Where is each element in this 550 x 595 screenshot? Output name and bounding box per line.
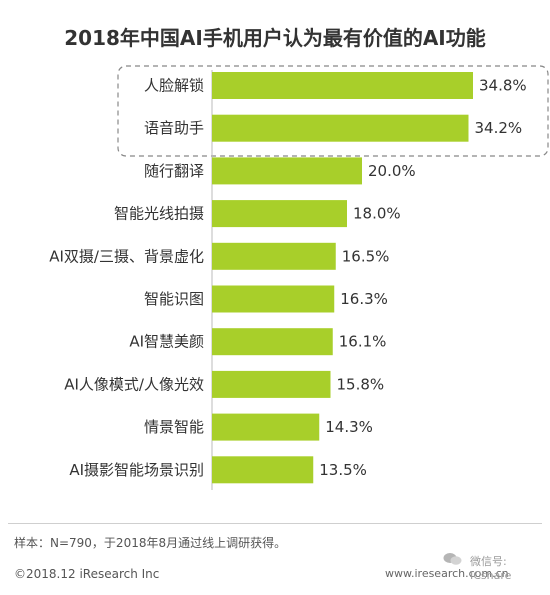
category-label-7: AI智慧美颜 [129,333,204,351]
category-label-10: AI摄影智能场景识别 [69,461,204,479]
value-label-6: 16.3% [340,290,388,308]
category-label-1: 人脸解锁 [144,77,204,95]
value-label-8: 15.8% [337,375,385,393]
bar-9 [212,413,320,441]
chart-title: 2018年中国AI手机用户认为最有价值的AI功能 [64,26,486,50]
category-label-3: 随行翻译 [144,162,204,180]
copyright: ©2018.12 iResearch Inc [14,567,160,581]
bar-1 [212,72,473,99]
value-label-3: 20.0% [368,162,416,180]
website: www.iresearch.com.cn [385,567,509,580]
value-label-4: 18.0% [353,205,401,223]
value-label-10: 13.5% [319,461,367,479]
wechat-icon [443,553,462,565]
bars-layer: 人脸解锁 34.8% 语音助手 34.2% 随行翻译 20.0% 智能光线拍摄 18.0% AI… [49,72,527,484]
sample-note: 样本：N=790，于2018年8月通过线上调研获得。 [14,536,287,550]
footer-separator [8,523,542,524]
bar-6 [212,285,335,313]
category-label-9: 情景智能 [144,418,204,436]
bar-4 [212,200,347,228]
bar-8 [212,370,331,398]
bar-7 [212,328,333,356]
value-label-1: 34.8% [479,77,527,95]
bar-10 [212,456,314,484]
bar-2 [212,114,469,142]
bar-5 [212,242,336,270]
value-label-7: 16.1% [339,333,387,351]
highlight-box [117,65,549,157]
category-label-8: AI人像模式/人像光效 [64,375,204,393]
category-label-5: AI双摄/三摄、背景虚化 [49,247,204,265]
category-label-2: 语音助手 [144,119,204,137]
wechat-watermark: 微信号: ICshare [470,555,512,582]
value-label-5: 16.5% [342,247,390,265]
value-label-9: 14.3% [325,418,373,436]
category-label-6: 智能识图 [144,290,204,308]
bar-chart: 人脸解锁 34.8% 语音助手 34.2% 随行翻译 20.0% 智能光线拍摄 18.0% AI… [49,65,549,490]
value-label-2: 34.2% [475,119,523,137]
category-label-4: 智能光线拍摄 [114,205,204,223]
bar-3 [212,157,362,185]
